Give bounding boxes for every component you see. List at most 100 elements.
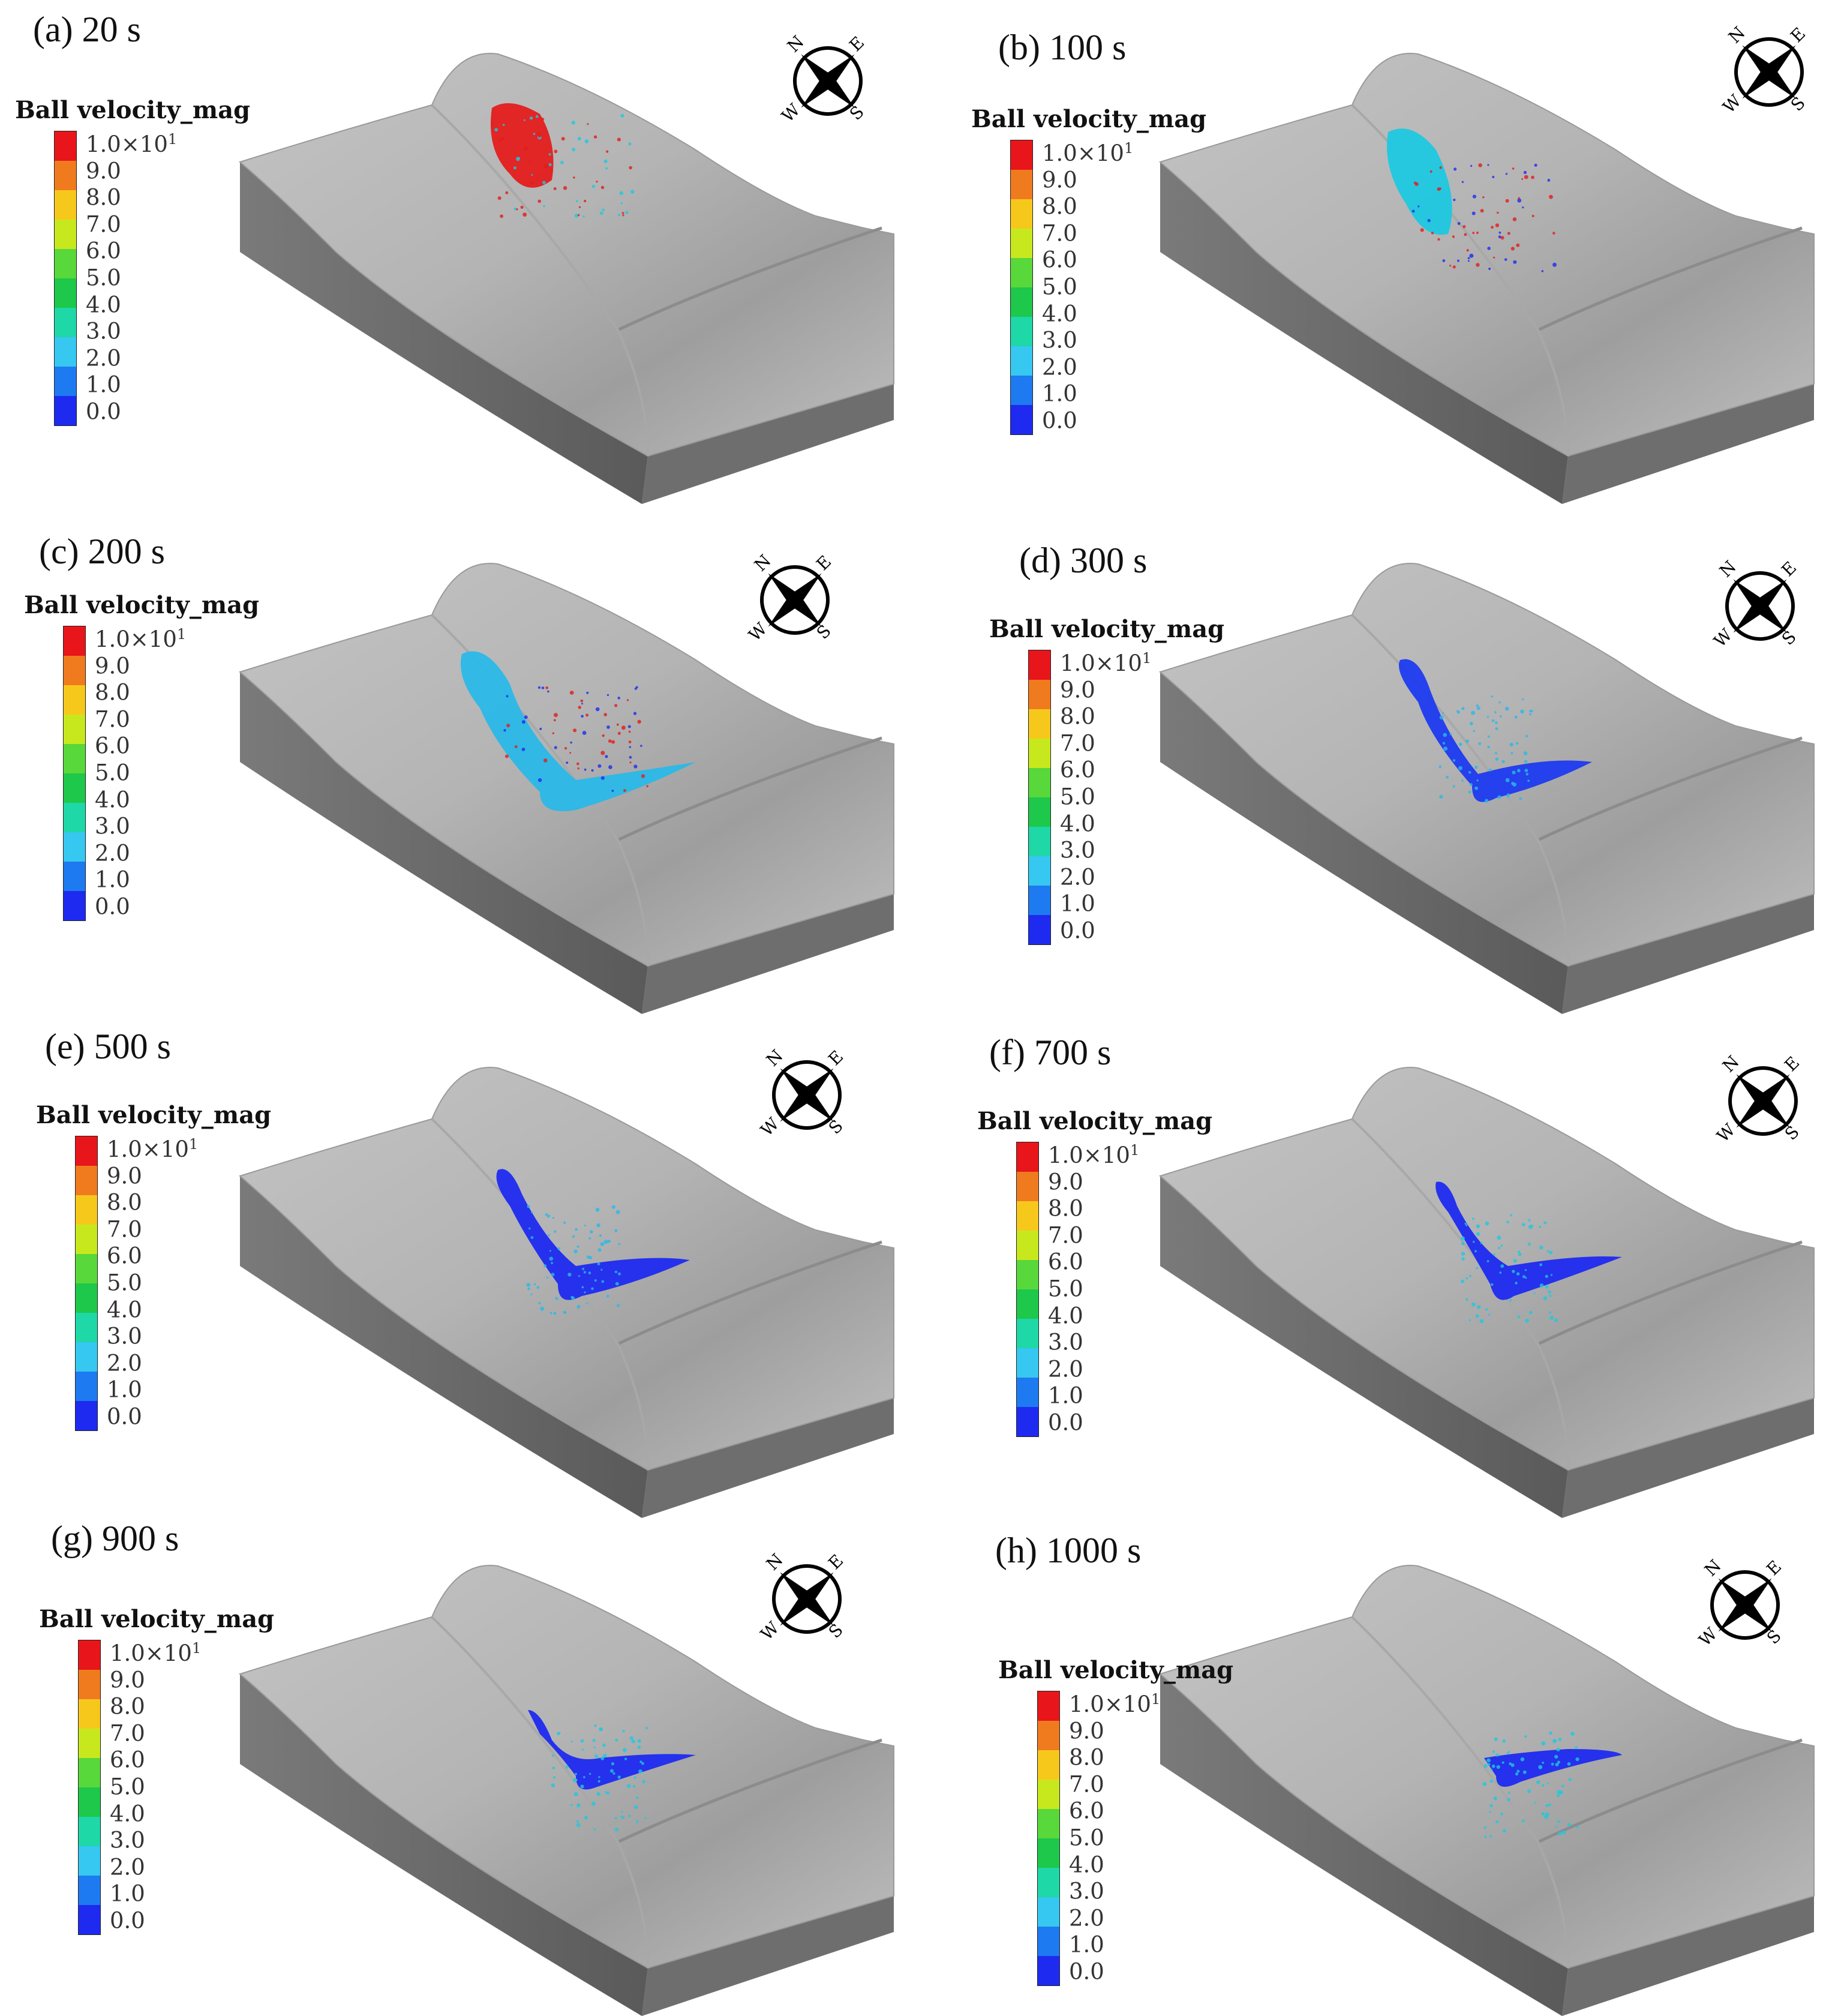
compass-north-label: N [762, 1046, 787, 1070]
legend-label-max: 1.0×101 [1069, 1691, 1160, 1717]
legend-title: Ball velocity_mag [36, 1101, 272, 1129]
legend-color-swatch [55, 220, 76, 249]
legend-color-swatch [76, 1313, 97, 1342]
legend-label: 1.0 [107, 1376, 142, 1403]
legend-label-max-base: 1.0×10 [1042, 140, 1124, 167]
legend-color-swatch [1038, 1721, 1059, 1750]
legend-label: 4.0 [1060, 811, 1095, 837]
legend-label: 0.0 [86, 398, 121, 425]
legend-label-max-exponent: 1 [1124, 140, 1134, 157]
legend-label: 7.0 [110, 1720, 145, 1747]
legend-color-swatch [1038, 1780, 1059, 1809]
legend-label: 0.0 [95, 893, 130, 920]
terrain-side-face [240, 162, 648, 504]
legend-label: 2.0 [110, 1854, 145, 1880]
legend-label: 2.0 [95, 840, 130, 866]
legend-color-swatch [79, 1729, 100, 1758]
terrain-side-face [1160, 1176, 1568, 1518]
legend-label-max: 1.0×101 [86, 131, 177, 157]
compass-rose-icon: N ESW [1710, 557, 1800, 651]
compass-east-label: E [1777, 557, 1800, 580]
compass-east-label: E [845, 32, 868, 55]
legend-label: 5.0 [1042, 274, 1077, 300]
legend-color-swatch [1011, 346, 1032, 376]
valley-channel-line [617, 1240, 882, 1346]
terrain-front-face [642, 384, 894, 504]
legend-title: Ball velocity_mag [24, 591, 260, 619]
slope-ridge-line [1351, 1118, 1569, 1471]
legend-label: 5.0 [1048, 1276, 1083, 1302]
legend-label: 6.0 [1042, 247, 1077, 273]
legend-color-swatch [76, 1342, 97, 1372]
compass-north-label: N [783, 32, 808, 56]
legend-label: 3.0 [1048, 1329, 1083, 1355]
terrain-model [238, 563, 894, 1014]
legend-label: 6.0 [1069, 1798, 1104, 1824]
legend-color-swatch [1017, 1289, 1038, 1319]
legend-color-swatch [79, 1905, 100, 1934]
legend-color-swatch [79, 1699, 100, 1729]
legend-label: 4.0 [110, 1801, 145, 1827]
panel-f: (f) 700 s Ball velocity_mag 1.0×101 9.0 8.0 7… [920, 1014, 1840, 1518]
legend-label: 6.0 [107, 1243, 142, 1269]
compass-rose-icon: N ESW [777, 32, 868, 126]
panel-e: (e) 500 s Ball velocity_mag 1.0×101 9.0 8.0 7… [0, 1014, 920, 1518]
compass-west-label: W [1695, 1624, 1721, 1650]
valley-channel-line [1537, 1738, 1803, 1844]
valley-channel-line [1537, 226, 1803, 332]
legend-label: 2.0 [1069, 1905, 1104, 1931]
legend-color-swatch [79, 1876, 100, 1905]
terrain-top-surface [1158, 53, 1815, 457]
particle-speckles [1438, 695, 1533, 803]
legend-title: Ball velocity_mag [39, 1605, 275, 1633]
legend-color-bar [63, 626, 86, 921]
legend-label: 0.0 [110, 1907, 145, 1934]
panel-c: (c) 200 s Ball velocity_mag 1.0×101 9.0 8.0 7… [0, 510, 920, 1014]
legend-color-swatch [64, 626, 85, 656]
legend-color-swatch [55, 367, 76, 396]
legend-color-bar [1037, 1691, 1060, 1986]
terrain-model [238, 1067, 894, 1518]
legend-title: Ball velocity_mag [15, 96, 251, 124]
legend-label: 5.0 [1069, 1825, 1104, 1851]
legend-color-swatch [76, 1225, 97, 1254]
valley-channel-line [617, 226, 882, 332]
legend-color-swatch [1038, 1927, 1059, 1956]
compass-west-label: W [756, 1114, 783, 1140]
legend-label: 6.0 [1060, 757, 1095, 783]
terrain-front-face [1562, 1398, 1814, 1518]
legend-color-swatch [1029, 709, 1050, 739]
legend-color-swatch [1038, 1691, 1059, 1721]
legend-title: Ball velocity_mag [989, 615, 1225, 643]
legend-color-swatch [1017, 1348, 1038, 1378]
panel-title: (b) 100 s [998, 28, 1127, 67]
terrain-side-face [1160, 162, 1568, 504]
debris-flow-mass [1387, 128, 1452, 235]
compass-east-label: E [1762, 1556, 1785, 1579]
legend-label: 2.0 [1048, 1356, 1083, 1382]
legend-label: 9.0 [107, 1163, 142, 1189]
debris-flow-mass [491, 103, 554, 188]
panel-b: (b) 100 s Ball velocity_mag 1.0×101 9.0 8.0 7… [920, 0, 1840, 504]
legend-color-swatch [64, 803, 85, 832]
legend-color-swatch [79, 1640, 100, 1670]
valley-channel-line [617, 736, 882, 842]
legend-color-swatch [1038, 1809, 1059, 1838]
legend-color-swatch [1011, 405, 1032, 434]
legend-label: 0.0 [1069, 1958, 1104, 1985]
legend-color-swatch [1011, 258, 1032, 287]
slope-ridge-line [431, 104, 649, 457]
legend-labels: 1.0×101 9.0 8.0 7.0 6.0 5.0 4.0 3.0 2.0 1.0 0.0 [1060, 650, 1192, 944]
terrain-model [1158, 53, 1815, 504]
legend-label: 3.0 [95, 813, 130, 839]
legend-label: 4.0 [107, 1297, 142, 1323]
valley-channel-line [1537, 736, 1803, 842]
legend-label: 7.0 [1060, 730, 1095, 757]
legend-label: 7.0 [86, 211, 121, 238]
panel-a: (a) 20 s Ball velocity_mag 1.0×101 9.0 8.0 7.… [0, 0, 920, 504]
legend-label: 3.0 [110, 1827, 145, 1853]
compass-east-label: E [812, 551, 835, 574]
legend-label: 5.0 [1060, 784, 1095, 810]
legend-label: 8.0 [95, 679, 130, 706]
legend-label-max-base: 1.0×10 [110, 1640, 192, 1667]
